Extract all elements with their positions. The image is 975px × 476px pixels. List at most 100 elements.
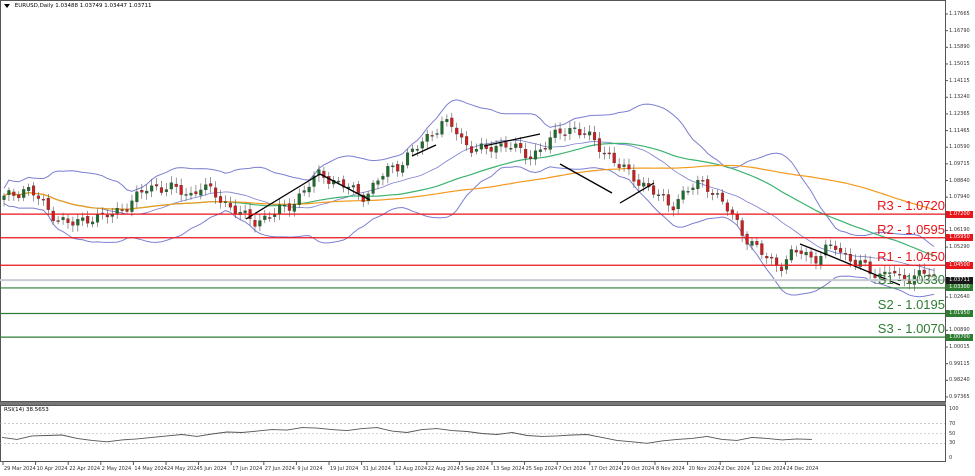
bear-candle xyxy=(863,259,867,263)
bear-candle xyxy=(632,170,636,182)
bear-candle xyxy=(760,243,764,255)
bull-candle xyxy=(588,131,592,136)
price-axis-label: 1.09715 xyxy=(949,160,970,167)
bear-candle xyxy=(848,253,852,262)
bull-candle xyxy=(932,274,936,276)
bear-candle xyxy=(460,133,464,138)
bear-candle xyxy=(174,183,178,187)
bear-candle xyxy=(31,185,36,196)
bull-candle xyxy=(691,187,695,190)
bull-candle xyxy=(130,200,134,212)
price-axis-label: 0.98240 xyxy=(949,377,970,384)
trendline xyxy=(319,173,371,201)
bull-candle xyxy=(282,204,287,207)
bull-candle xyxy=(573,127,577,129)
chart-title: EURUSD,Daily 1.03488 1.03749 1.03447 1.0… xyxy=(4,3,151,9)
date-axis-label: 24 Dec 2024 xyxy=(786,466,819,472)
bear-candle xyxy=(233,205,237,215)
bull-candle xyxy=(391,165,395,168)
date-axis-label: 25 Sep 2024 xyxy=(525,466,558,472)
price-axis-label: 1.05290 xyxy=(949,244,970,251)
date-axis-label: 8 Nov 2024 xyxy=(656,466,685,472)
bear-candle xyxy=(268,217,272,219)
bear-candle xyxy=(627,164,631,170)
bear-candle xyxy=(543,148,547,150)
price-axis-label: 1.06190 xyxy=(949,227,970,234)
bear-candle xyxy=(706,179,710,192)
bull-candle xyxy=(307,186,311,193)
bear-candle xyxy=(41,199,45,201)
date-axis-label: 20 Nov 2024 xyxy=(688,466,721,472)
date-axis-label: 27 Jun 2024 xyxy=(264,466,295,472)
bear-candle xyxy=(843,253,848,255)
bull-candle xyxy=(858,260,862,267)
bull-candle xyxy=(135,191,139,203)
bull-candle xyxy=(568,128,572,134)
current-price-box: 1.03711 xyxy=(946,276,973,284)
bear-candle xyxy=(218,196,223,203)
bull-candle xyxy=(278,204,282,215)
bull-candle xyxy=(440,121,444,135)
bear-candle xyxy=(765,256,769,259)
bear-candle xyxy=(725,202,729,212)
bear-candle xyxy=(71,221,75,226)
bull-candle xyxy=(401,165,405,173)
bull-candle xyxy=(27,187,31,191)
bull-candle xyxy=(189,192,193,196)
price-axis-label: 1.17665 xyxy=(949,11,970,17)
bear-candle xyxy=(775,257,779,266)
date-axis-label: 17 Oct 2024 xyxy=(590,466,622,472)
moving-average-green xyxy=(3,142,935,257)
bear-candle xyxy=(563,134,567,136)
level-label-s2: S2 - 1.0195 xyxy=(877,297,945,313)
date-axis-label: 19 Jul 2024 xyxy=(330,466,359,472)
price-axis-label: 1.00890 xyxy=(949,327,970,334)
bear-candle xyxy=(469,146,474,153)
price-box-s1: 1.03300 xyxy=(946,284,973,292)
bear-candle xyxy=(66,218,70,223)
date-axis-label: 5 Jun 2024 xyxy=(199,466,227,472)
price-axis-label: 1.11465 xyxy=(949,127,970,134)
bull-candle xyxy=(538,149,542,152)
bear-candle xyxy=(745,233,749,245)
bear-candle xyxy=(504,142,508,148)
bear-candle xyxy=(711,192,715,195)
bull-candle xyxy=(184,194,188,196)
bull-candle xyxy=(297,193,301,205)
bull-candle xyxy=(883,271,887,275)
date-axis-label: 2 Dec 2024 xyxy=(721,466,750,472)
price-axis-label: 1.15890 xyxy=(949,44,970,51)
bear-candle xyxy=(898,274,902,276)
bear-candle xyxy=(36,195,40,199)
bull-candle xyxy=(509,148,513,150)
bull-candle xyxy=(696,179,700,190)
date-axis-label: 31 Jul 2024 xyxy=(362,466,391,472)
bull-candle xyxy=(676,199,680,210)
date-axis-label: 29 Oct 2024 xyxy=(623,466,655,472)
bear-candle xyxy=(450,117,454,127)
bear-candle xyxy=(927,274,931,277)
bear-candle xyxy=(735,214,739,220)
bear-candle xyxy=(583,133,587,135)
collapse-triangle-icon[interactable] xyxy=(4,3,10,8)
date-axis-label: 22 Apr 2024 xyxy=(69,466,101,472)
bear-candle xyxy=(794,249,798,253)
bull-candle xyxy=(263,215,267,220)
bear-candle xyxy=(834,245,838,250)
bull-candle xyxy=(150,185,154,192)
date-axis-label: 12 Aug 2024 xyxy=(395,466,428,472)
bull-candle xyxy=(494,145,498,153)
price-axis-label: 1.14115 xyxy=(949,77,970,84)
bull-candle xyxy=(199,189,203,196)
price-axis-label: 0.99115 xyxy=(949,360,970,367)
bull-candle xyxy=(376,180,380,185)
bull-candle xyxy=(95,214,100,223)
price-box-r1: 1.04500 xyxy=(946,261,973,269)
bear-candle xyxy=(155,184,159,187)
bear-candle xyxy=(253,220,257,227)
bear-candle xyxy=(617,164,621,168)
bull-candle xyxy=(366,193,370,201)
bull-candle xyxy=(164,189,168,192)
bull-candle xyxy=(656,194,661,197)
